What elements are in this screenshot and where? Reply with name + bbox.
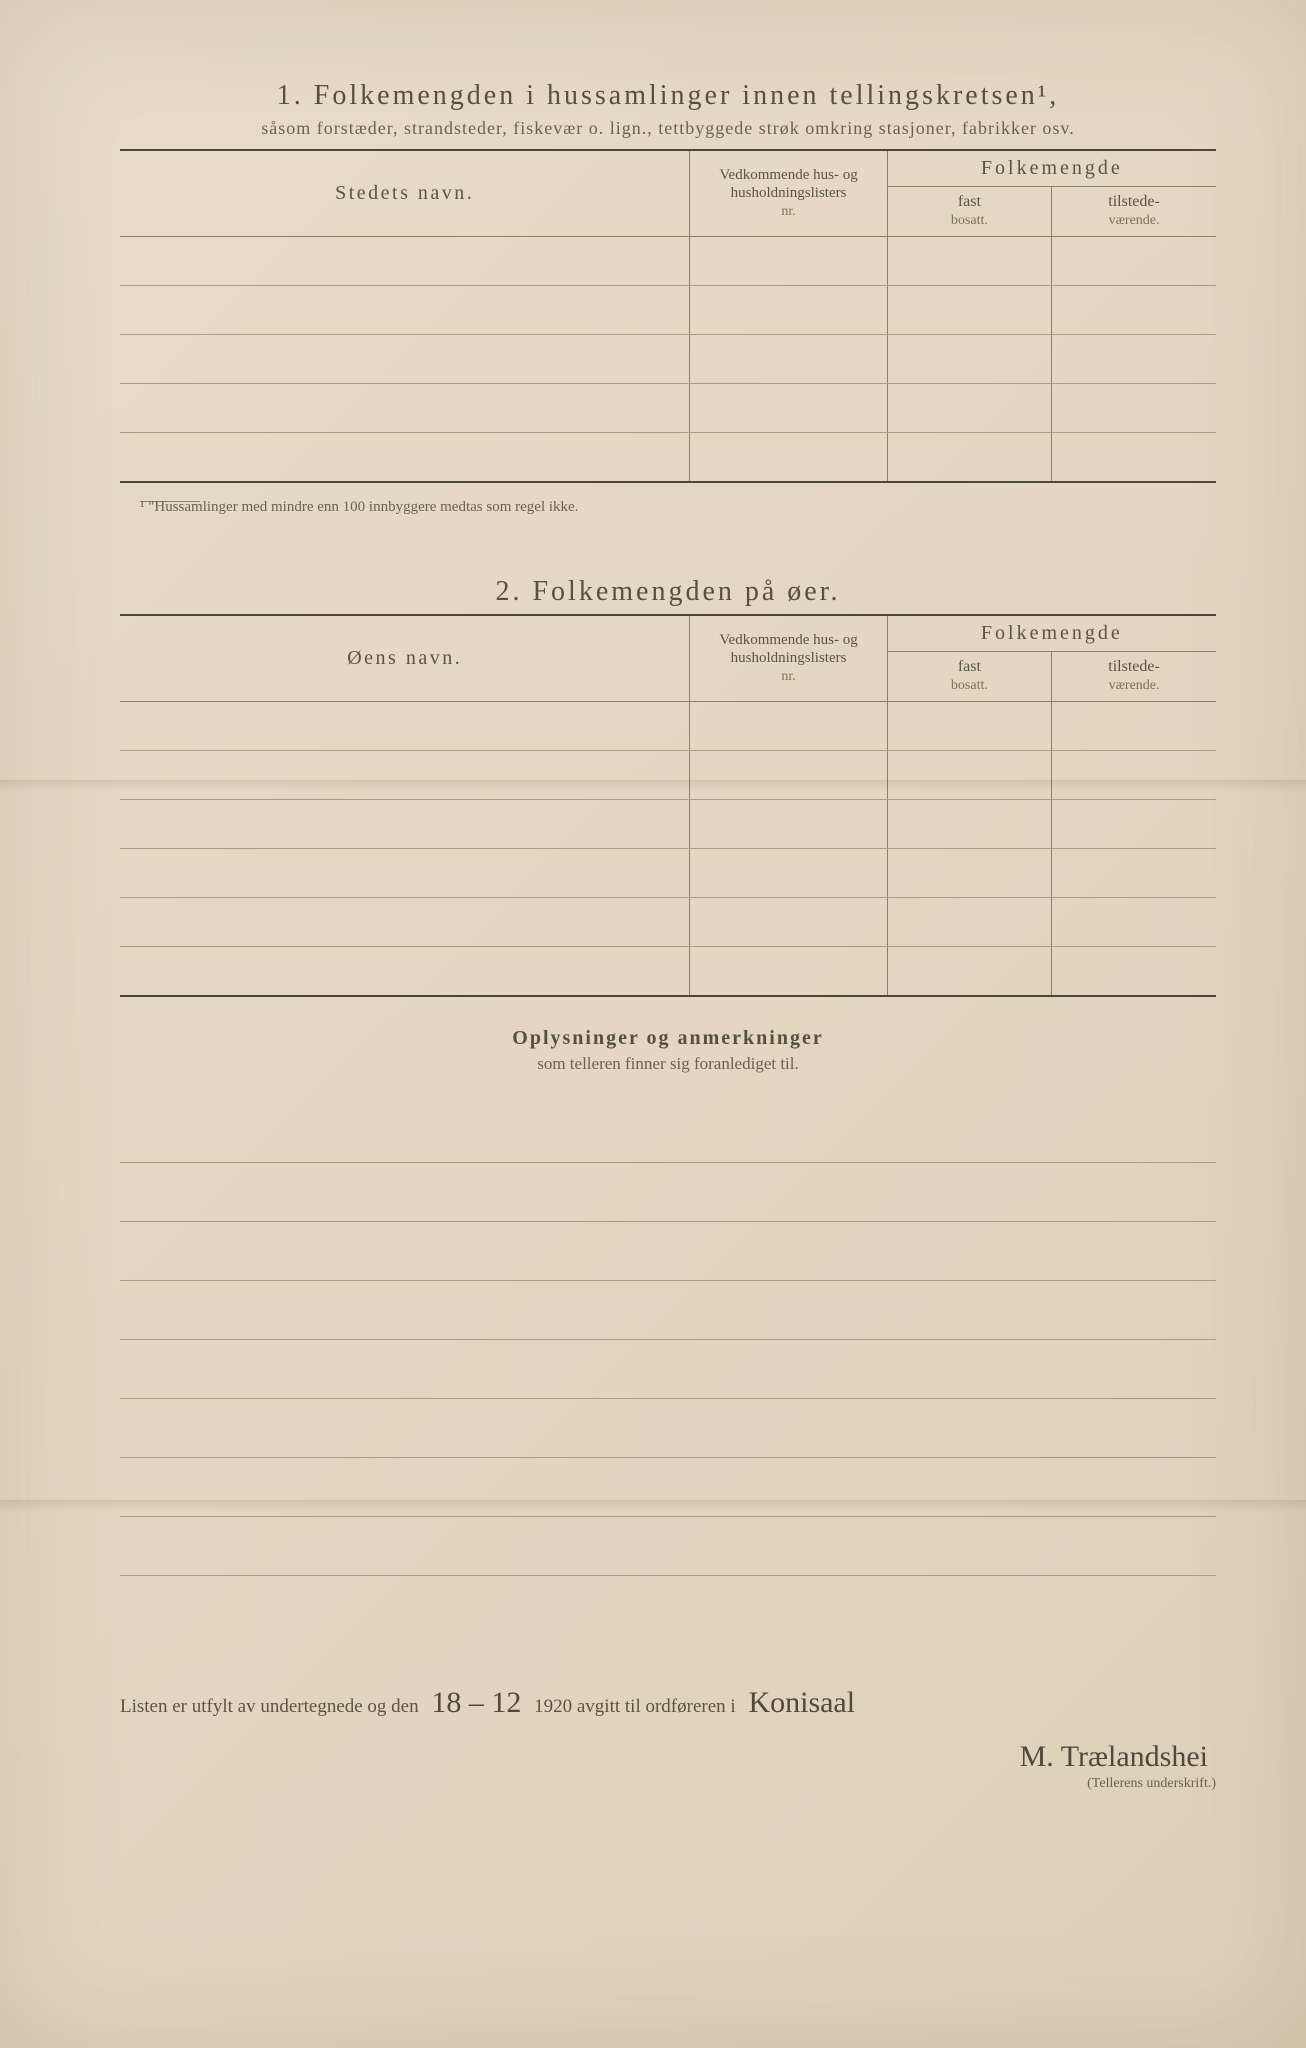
section1-number: 1. — [277, 80, 304, 111]
ruled-line — [120, 1222, 1216, 1281]
notes-title: Oplysninger og anmerkninger — [120, 1027, 1216, 1050]
col-fast: fast bosatt. — [887, 651, 1051, 701]
col-tilst-l1: tilstede- — [1108, 658, 1160, 675]
section2-table: Øens navn. Vedkommende hus- og husholdni… — [120, 614, 1216, 997]
notes-subtitle: som telleren finner sig foranlediget til… — [120, 1054, 1216, 1074]
table-row — [120, 236, 1216, 285]
section1-heading: Folkemengden i hussamlinger innen tellin… — [314, 80, 1059, 111]
col-folkemengde: Folkemengde — [887, 615, 1216, 652]
bottom-text-before: Listen er utfylt av undertegnede og den — [120, 1696, 419, 1717]
col-lists-l1: Vedkommende hus- og — [719, 632, 857, 648]
ruled-line — [120, 1399, 1216, 1458]
signature-caption: (Tellerens underskrift.) — [120, 1776, 1216, 1792]
col-lists: Vedkommende hus- og husholdningslisters … — [690, 150, 887, 236]
col-fast: fast bosatt. — [887, 187, 1051, 237]
col-lists-l2: husholdningslisters — [731, 650, 847, 666]
col-lists: Vedkommende hus- og husholdningslisters … — [690, 615, 887, 701]
col-tilstede: tilstede- værende. — [1052, 651, 1216, 701]
section1-footnote: ¹ "Hussamlinger med mindre enn 100 innby… — [140, 495, 1216, 516]
col-fast-l2: bosatt. — [951, 678, 988, 693]
section1-subtitle: såsom forstæder, strandsteder, fiskevær … — [120, 118, 1216, 139]
col-fast-l1: fast — [958, 658, 981, 675]
ruled-line — [120, 1340, 1216, 1399]
col-tilst-l1: tilstede- — [1108, 193, 1160, 210]
col-lists-l1: Vedkommende hus- og — [719, 167, 857, 183]
col-stedets-navn: Stedets navn. — [120, 150, 690, 236]
census-form-page: 1. Folkemengden i hussamlinger innen tel… — [0, 0, 1306, 2048]
table-row — [120, 334, 1216, 383]
table-row — [120, 848, 1216, 897]
col-folkemengde: Folkemengde — [887, 150, 1216, 187]
col-tilst-l2: værende. — [1109, 678, 1160, 693]
ruled-line — [120, 1517, 1216, 1576]
col-fast-l1: fast — [958, 193, 981, 210]
col-lists-l3: nr. — [781, 204, 795, 219]
section1-table: Stedets navn. Vedkommende hus- og hushol… — [120, 149, 1216, 483]
table-row — [120, 432, 1216, 482]
ruled-line — [120, 1163, 1216, 1222]
section1-title: 1. Folkemengden i hussamlinger innen tel… — [120, 80, 1216, 112]
paper-fold-shadow — [0, 780, 1306, 792]
col-lists-l3: nr. — [781, 669, 795, 684]
signature-handwritten: M. Trælandshei — [1012, 1740, 1216, 1774]
table-row — [120, 383, 1216, 432]
ruled-line — [120, 1104, 1216, 1163]
section2-heading: Folkemengden på øer. — [532, 576, 840, 607]
place-handwritten: Konisaal — [740, 1686, 863, 1720]
section2-title: 2. Folkemengden på øer. — [120, 576, 1216, 608]
section2-number: 2. — [495, 576, 522, 607]
signature-area: Listen er utfylt av undertegnede og den … — [120, 1686, 1216, 1792]
col-tilst-l2: værende. — [1109, 213, 1160, 228]
table-row — [120, 946, 1216, 996]
col-fast-l2: bosatt. — [951, 213, 988, 228]
bottom-year-text: 1920 avgitt til ordføreren i — [534, 1696, 736, 1717]
signature-line: M. Trælandshei — [120, 1740, 1216, 1774]
date-handwritten: 18 – 12 — [423, 1686, 529, 1720]
paper-fold-shadow — [0, 1500, 1306, 1512]
col-oens-navn: Øens navn. — [120, 615, 690, 701]
table-row — [120, 897, 1216, 946]
table-row — [120, 799, 1216, 848]
col-lists-l2: husholdningslisters — [731, 185, 847, 201]
col-tilstede: tilstede- værende. — [1052, 187, 1216, 237]
table-row — [120, 285, 1216, 334]
table-row — [120, 701, 1216, 750]
ruled-line — [120, 1281, 1216, 1340]
